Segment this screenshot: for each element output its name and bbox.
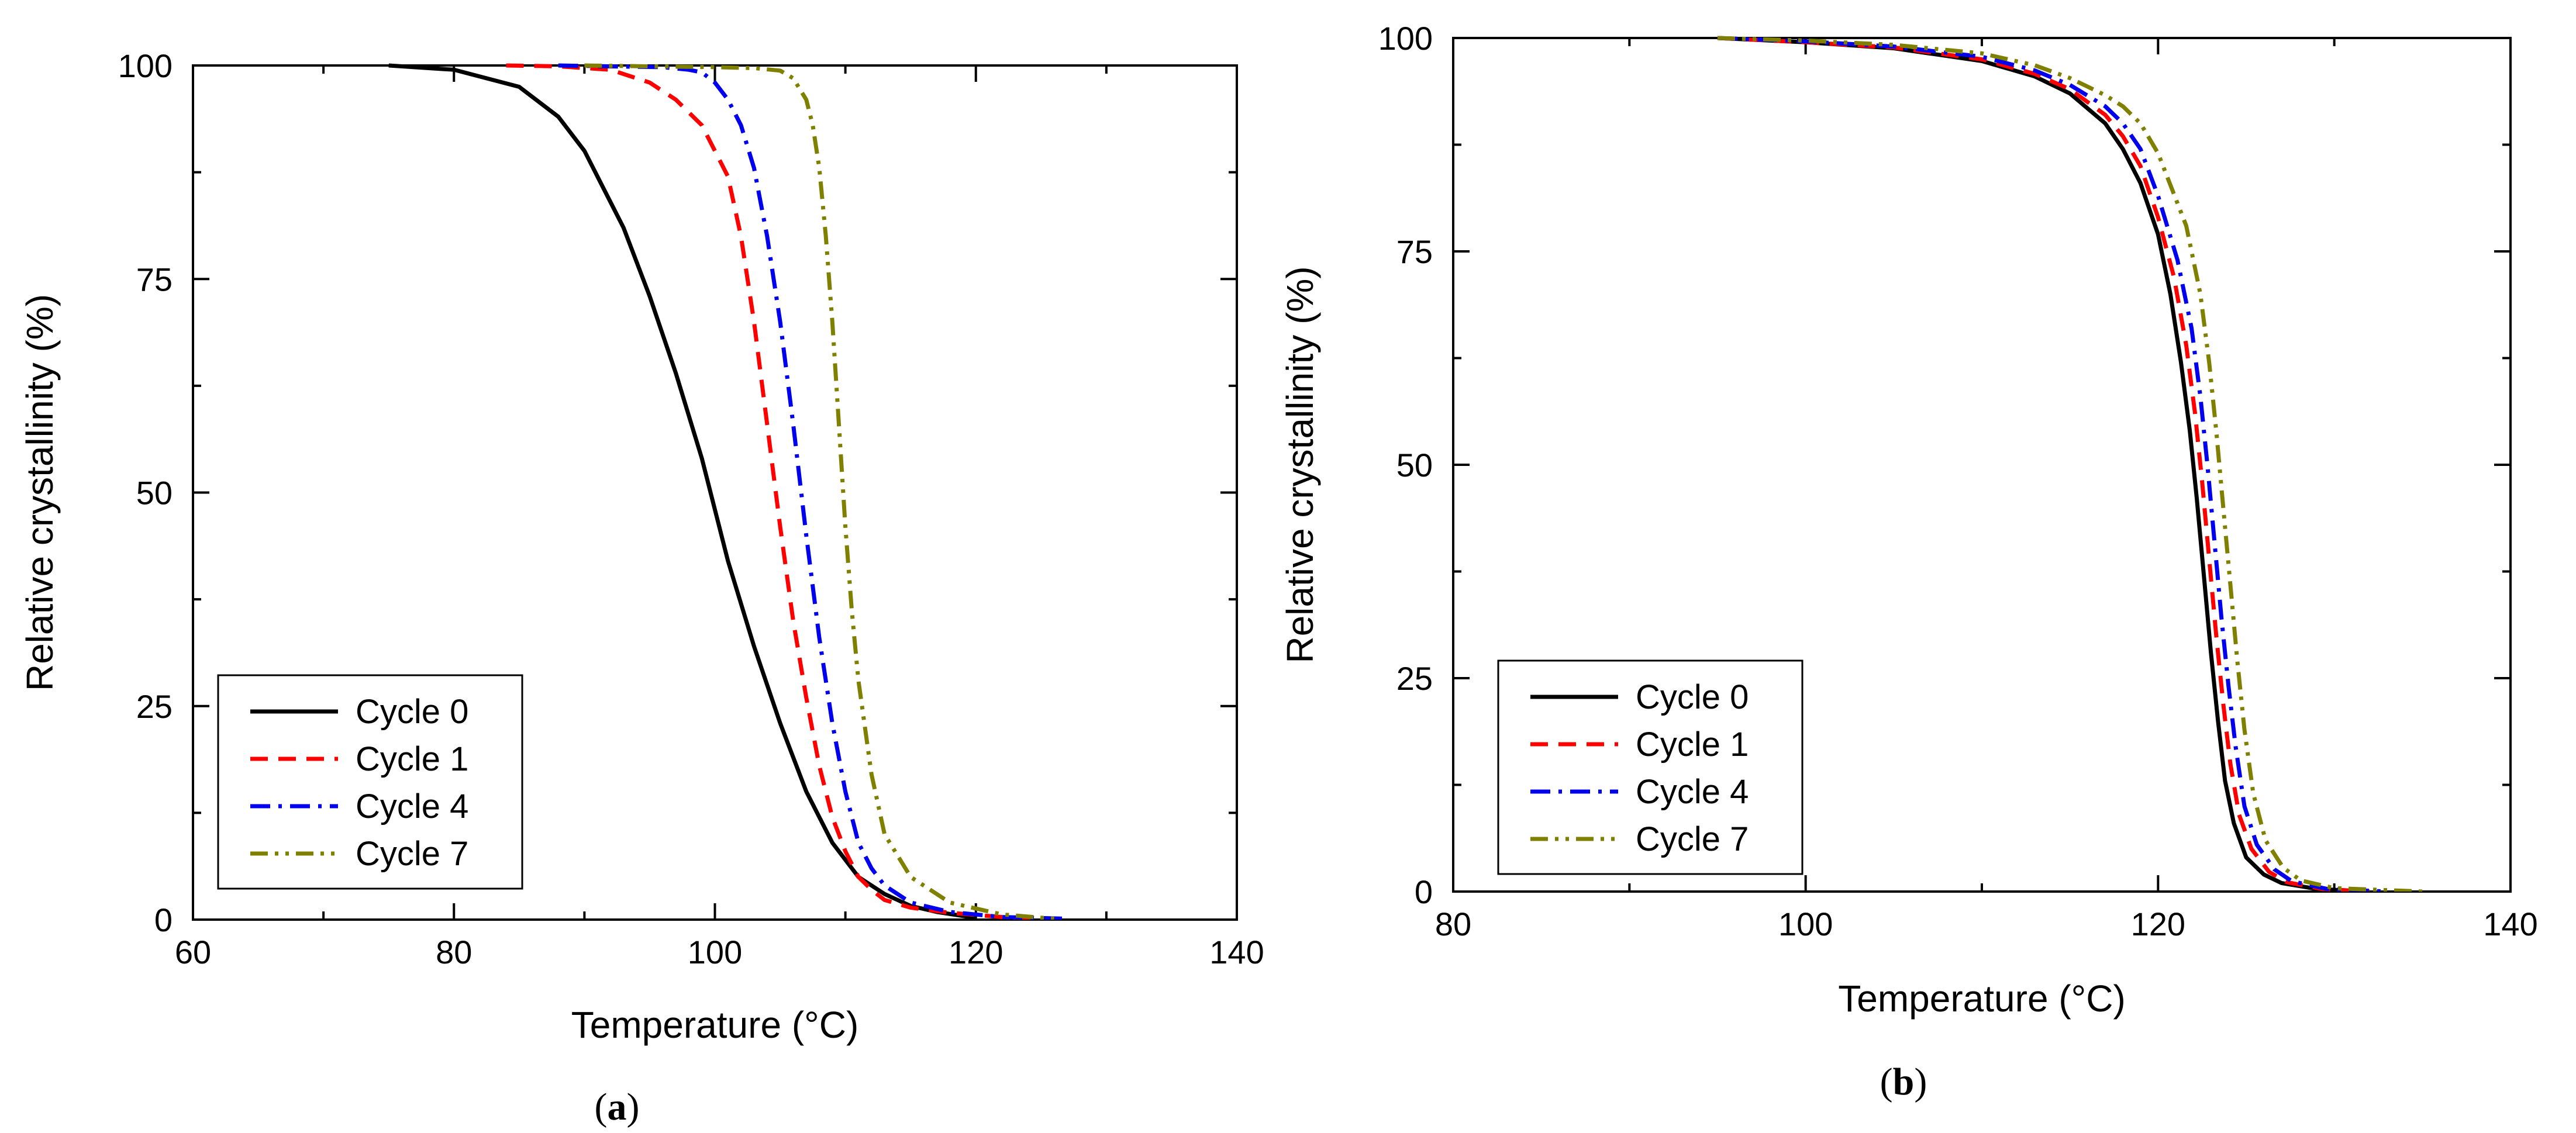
panel-a-close: ) [627,1086,640,1128]
x-axis-title: Temperature (°C) [1838,977,2126,1020]
x-tick-label: 140 [2483,906,2537,942]
y-axis-title: Relative crystallinity (%) [19,294,61,691]
x-tick-label: 80 [436,934,472,970]
chart-a: 60 80 100 120 140 0 25 50 75 100 Temperature (°C) R… [19,47,1264,1046]
y-tick-label: 0 [1415,873,1433,910]
legend-label: Cycle 0 [356,693,468,731]
panel-b-letter: b [1893,1061,1915,1103]
x-tick-label: 80 [1435,906,1471,942]
x-tick-label: 120 [949,934,1003,970]
legend-label: Cycle 7 [356,835,468,873]
x-axis-title: Temperature (°C) [571,1004,859,1046]
series-line-cycle-1 [506,63,1042,920]
panel-a-letter: a [608,1086,627,1128]
x-tick-label: 60 [175,934,211,970]
y-tick-label: 75 [136,261,173,298]
y-tick-label: 50 [1396,447,1433,483]
y-tick-label: 0 [154,901,173,938]
series-group [388,63,1067,920]
series-line-cycle-4 [1717,36,2388,892]
series-line-cycle-7 [584,63,1054,920]
series-group [1717,36,2423,892]
x-tick-label: 100 [688,934,742,970]
legend-label: Cycle 4 [356,787,468,825]
panel-a-open: ( [595,1086,608,1128]
x-tick-label: 120 [2131,906,2185,942]
y-axis-title: Relative crystallinity (%) [1279,266,1321,663]
panel-label-a: (a) [595,1086,640,1128]
series-line-cycle-4 [558,63,1067,920]
legend-box [1497,659,1803,875]
series-line-cycle-0 [1717,36,2370,892]
y-tick-label: 25 [1396,660,1433,697]
y-tick-label: 100 [1378,20,1433,57]
series-line-cycle-1 [1717,36,2370,892]
series-line-cycle-7 [1717,36,2423,892]
x-tick-label: 100 [1778,906,1833,942]
legend-label: Cycle 4 [1636,773,1749,811]
panel-label-b: (b) [1880,1061,1927,1103]
legend-label: Cycle 1 [1636,726,1749,764]
legend-label: Cycle 0 [1636,678,1749,716]
series-line-cycle-0 [388,63,977,920]
y-tick-label: 50 [136,475,173,512]
y-tick-label: 25 [136,688,173,725]
legend-label: Cycle 1 [356,740,468,778]
x-tick-label: 140 [1209,934,1264,970]
panel-b-open: ( [1880,1061,1893,1103]
y-tick-label: 100 [118,47,173,84]
panel-b-close: ) [1914,1061,1927,1103]
y-tick-label: 75 [1396,233,1433,270]
legend-label: Cycle 7 [1636,820,1749,858]
